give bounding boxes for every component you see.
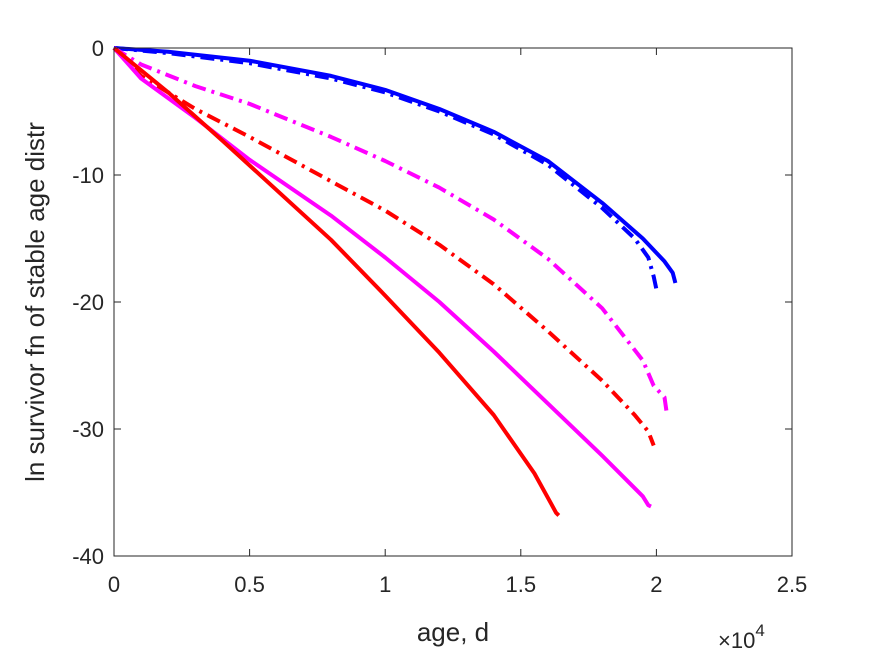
y-tick-label: -10 [72, 163, 104, 188]
series-line-1 [113, 46, 678, 284]
series-layer [112, 46, 678, 517]
x-tick-label: 1.5 [506, 572, 537, 597]
plot-background [114, 48, 792, 556]
x-axis-label: age, d [417, 617, 489, 647]
x-axis-multiplier: ×104 [718, 621, 765, 653]
x-tick-label: 1 [379, 572, 391, 597]
x-tick-label: 0.5 [234, 572, 265, 597]
series-line-3 [112, 46, 670, 417]
series-line-6 [112, 46, 561, 517]
series-line-2 [113, 46, 659, 290]
tick-layer: 0 0.5 1 1.5 2 2.5 0 -10 -20 -30 -40 [72, 36, 807, 597]
x-axis-multiplier-base: ×10 [718, 628, 755, 653]
y-tick-label: -40 [72, 544, 104, 569]
series-line-4 [112, 46, 656, 447]
y-axis-label: ln survivor fn of stable age distr [20, 122, 50, 482]
x-tick-label: 2 [650, 572, 662, 597]
x-tick-label: 2.5 [777, 572, 808, 597]
y-tick-label: -30 [72, 417, 104, 442]
x-axis-multiplier-exponent: 4 [755, 621, 764, 640]
x-tick-label: 0 [108, 572, 120, 597]
y-tick-label: -20 [72, 290, 104, 315]
y-tick-label: 0 [92, 36, 104, 61]
